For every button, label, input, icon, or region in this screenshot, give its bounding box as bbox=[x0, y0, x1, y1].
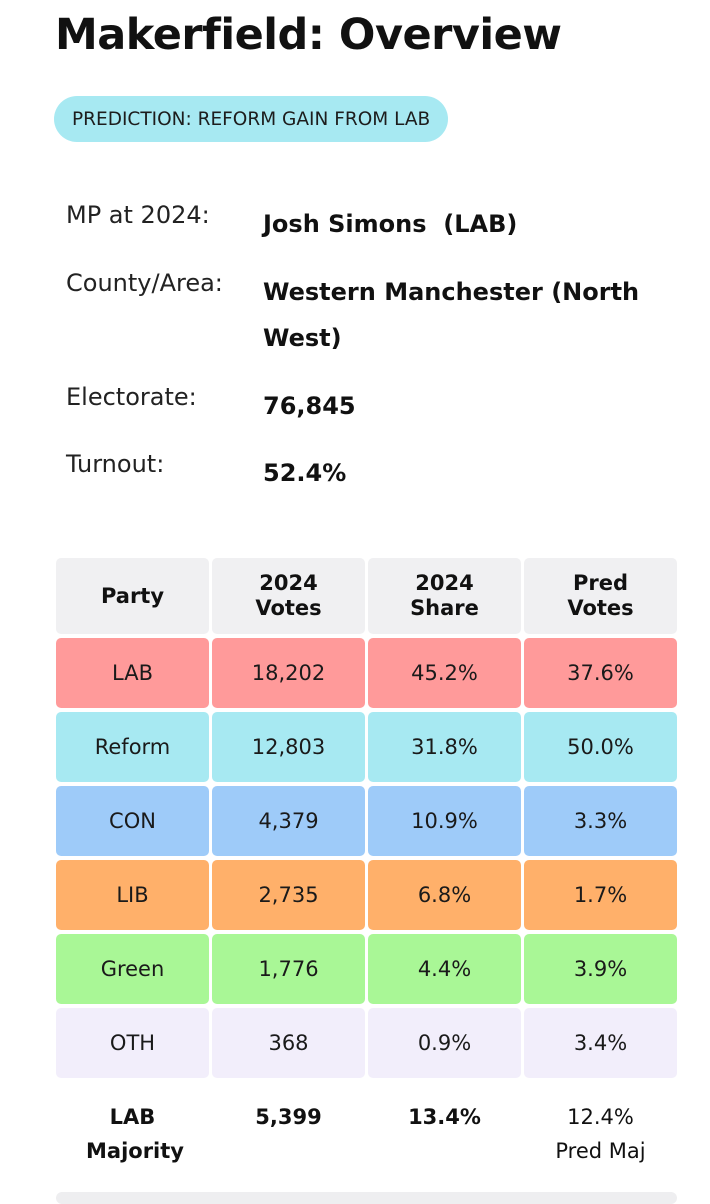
pred-votes-cell: 50.0% bbox=[524, 712, 677, 782]
pred-votes-cell: 1.7% bbox=[524, 860, 677, 930]
majority-share: 13.4% bbox=[408, 1105, 481, 1129]
page-title: Makerfield: Overview bbox=[55, 10, 562, 60]
share-cell: 10.9% bbox=[368, 786, 521, 856]
majority-pred: 12.4% Pred Maj bbox=[524, 1100, 677, 1168]
votes-cell: 4,379 bbox=[212, 786, 365, 856]
next-section-edge bbox=[56, 1192, 677, 1204]
electorate-value: 76,845 bbox=[263, 392, 356, 420]
share-cell: 6.8% bbox=[368, 860, 521, 930]
header-party: Party bbox=[56, 558, 209, 634]
share-cell: 45.2% bbox=[368, 638, 521, 708]
turnout-value: 52.4% bbox=[263, 459, 347, 487]
pred-votes-cell: 3.9% bbox=[524, 934, 677, 1004]
votes-cell: 18,202 bbox=[212, 638, 365, 708]
majority-pred-label: Pred Maj bbox=[555, 1139, 646, 1163]
electorate-label: Electorate: bbox=[66, 383, 197, 411]
party-cell: Reform bbox=[56, 712, 209, 782]
turnout-label: Turnout: bbox=[66, 450, 165, 478]
pred-votes-cell: 3.3% bbox=[524, 786, 677, 856]
header-2024-share: 2024 Share bbox=[368, 558, 521, 634]
area-label: County/Area: bbox=[66, 269, 223, 297]
votes-cell: 12,803 bbox=[212, 712, 365, 782]
pred-votes-cell: 3.4% bbox=[524, 1008, 677, 1078]
results-table: Party 2024 Votes 2024 Share Pred Votes L… bbox=[56, 558, 677, 1078]
header-2024-votes: 2024 Votes bbox=[212, 558, 365, 634]
votes-cell: 368 bbox=[212, 1008, 365, 1078]
share-cell: 31.8% bbox=[368, 712, 521, 782]
pred-votes-cell: 37.6% bbox=[524, 638, 677, 708]
party-cell: OTH bbox=[56, 1008, 209, 1078]
area-value: Western Manchester (North West) bbox=[263, 278, 640, 352]
party-cell: LAB bbox=[56, 638, 209, 708]
mp-value: Josh Simons (LAB) bbox=[263, 210, 518, 238]
share-cell: 0.9% bbox=[368, 1008, 521, 1078]
votes-cell: 2,735 bbox=[212, 860, 365, 930]
prediction-badge: PREDICTION: REFORM GAIN FROM LAB bbox=[54, 96, 449, 142]
majority-votes: 5,399 bbox=[255, 1105, 322, 1129]
majority-label: LAB Majority bbox=[86, 1105, 184, 1163]
mp-label: MP at 2024: bbox=[66, 201, 210, 229]
share-cell: 4.4% bbox=[368, 934, 521, 1004]
party-cell: Green bbox=[56, 934, 209, 1004]
header-pred-votes: Pred Votes bbox=[524, 558, 677, 634]
majority-row: LAB Majority 5,399 13.4% 12.4% Pred Maj bbox=[56, 1100, 677, 1168]
majority-pred-value: 12.4% bbox=[567, 1105, 634, 1129]
party-cell: LIB bbox=[56, 860, 209, 930]
votes-cell: 1,776 bbox=[212, 934, 365, 1004]
party-cell: CON bbox=[56, 786, 209, 856]
